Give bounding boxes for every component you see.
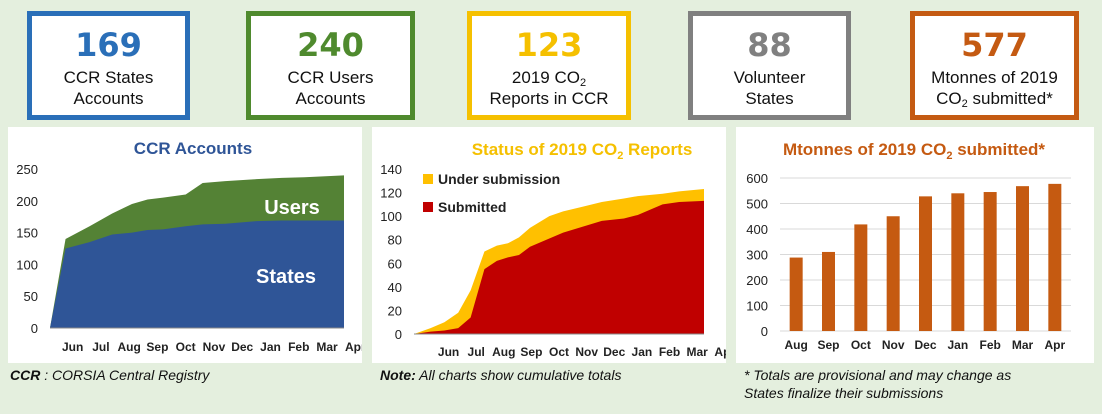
kpi-value: 123 xyxy=(515,26,583,64)
y-tick-label: 0 xyxy=(395,327,402,342)
kpi-label: Mtonnes of 2019 CO2 submitted* xyxy=(931,68,1058,110)
footnote-provisional: * Totals are provisional and may change … xyxy=(744,367,1012,401)
chart-title: Mtonnes of 2019 CO2 submitted* xyxy=(783,140,1045,162)
x-tick-label: Jan xyxy=(632,345,653,359)
kpi-card-co2-reports: 123 2019 CO2 Reports in CCR xyxy=(467,11,631,120)
x-tick-label: Mar xyxy=(1012,338,1034,352)
y-tick-label: 140 xyxy=(380,162,402,177)
footnote-note: Note: All charts show cumulative totals xyxy=(380,367,622,383)
kpi-label: CCR States Accounts xyxy=(63,68,154,108)
bar-apr xyxy=(1048,183,1062,331)
y-tick-label: 200 xyxy=(746,273,768,288)
series-label-states: States xyxy=(256,266,316,288)
kpi-label: CCR Users Accounts xyxy=(287,68,374,108)
y-tick-label: 150 xyxy=(16,226,38,241)
y-tick-label: 0 xyxy=(31,321,38,336)
kpi-card-users-accounts: 240 CCR Users Accounts xyxy=(246,11,415,120)
kpi-label: Volunteer States xyxy=(733,68,806,108)
x-tick-label: Jan xyxy=(947,338,968,352)
y-tick-label: 250 xyxy=(16,162,38,177)
x-tick-label: Apr xyxy=(345,340,362,354)
y-tick-label: 100 xyxy=(16,257,38,272)
bar-oct xyxy=(854,224,868,331)
x-tick-label: Jul xyxy=(92,340,109,354)
kpi-card-volunteer-states: 88 Volunteer States xyxy=(688,11,851,120)
chart-title: CCR Accounts xyxy=(134,139,252,158)
mtonnes-svg: Mtonnes of 2019 CO2 submitted* 0 100 200 30… xyxy=(746,140,1071,352)
legend-swatch-submitted xyxy=(423,202,433,212)
legend-swatch-under-submission xyxy=(423,174,433,184)
bar-nov xyxy=(886,216,900,331)
x-tick-label: Dec xyxy=(603,345,625,359)
x-tick-label: Jun xyxy=(438,345,459,359)
y-tick-label: 40 xyxy=(388,280,402,295)
kpi-value: 88 xyxy=(747,26,792,64)
x-tick-label: Apr xyxy=(714,345,726,359)
x-tick-label: Jun xyxy=(62,340,83,354)
bar-jan xyxy=(951,193,965,331)
x-tick-label: Oct xyxy=(549,345,569,359)
x-tick-label: Nov xyxy=(203,340,226,354)
co2-reports-status-chart: Status of 2019 CO2 Reports 0 20 40 60 80 100 1… xyxy=(372,127,726,363)
series-label-users: Users xyxy=(264,197,320,219)
y-tick-label: 500 xyxy=(746,197,768,212)
series-area-states xyxy=(50,220,344,328)
y-tick-label: 0 xyxy=(761,324,768,339)
kpi-label: 2019 CO2 Reports in CCR xyxy=(489,68,609,108)
y-tick-label: 100 xyxy=(746,299,768,314)
y-tick-label: 60 xyxy=(388,256,402,271)
bar-sep xyxy=(822,251,835,331)
bar-mar xyxy=(1016,186,1029,331)
bar-dec xyxy=(919,196,932,331)
y-tick-label: 300 xyxy=(746,248,768,263)
x-tick-label: Jul xyxy=(468,345,485,359)
x-tick-label: Mar xyxy=(686,345,708,359)
x-tick-label: Feb xyxy=(979,338,1000,352)
legend-label-submitted: Submitted xyxy=(438,199,506,215)
x-tick-label: Sep xyxy=(146,340,168,354)
y-tick-label: 600 xyxy=(746,171,768,186)
y-tick-label: 200 xyxy=(16,194,38,209)
x-tick-label: Jan xyxy=(260,340,281,354)
ccr-accounts-svg: CCR Accounts 0 50 100 150 200 250 Jun Jul Aug Sep… xyxy=(16,139,362,354)
y-tick-label: 20 xyxy=(388,303,402,318)
x-tick-label: Sep xyxy=(520,345,542,359)
x-tick-label: Aug xyxy=(117,340,140,354)
x-tick-label: Dec xyxy=(914,338,936,352)
x-tick-label: Oct xyxy=(176,340,196,354)
footnote-ccr: CCR : CORSIA Central Registry xyxy=(10,367,210,383)
mtonnes-chart: Mtonnes of 2019 CO2 submitted* 0 100 200 30… xyxy=(736,127,1094,363)
bar-aug xyxy=(789,257,803,331)
bar-feb xyxy=(983,192,997,331)
x-tick-label: Sep xyxy=(817,338,839,352)
series-area-submitted xyxy=(414,200,704,334)
y-tick-label: 80 xyxy=(388,233,402,248)
x-tick-label: Apr xyxy=(1044,338,1065,352)
x-tick-label: Nov xyxy=(882,338,905,352)
x-tick-label: Aug xyxy=(785,338,808,352)
x-tick-label: Aug xyxy=(492,345,515,359)
y-tick-label: 400 xyxy=(746,222,768,237)
kpi-value: 577 xyxy=(961,26,1028,64)
y-tick-label: 120 xyxy=(380,186,402,201)
x-tick-label: Feb xyxy=(659,345,680,359)
kpi-value: 169 xyxy=(75,26,142,64)
y-tick-label: 50 xyxy=(24,289,38,304)
kpi-card-states-accounts: 169 CCR States Accounts xyxy=(27,11,190,120)
ccr-accounts-chart: CCR Accounts 0 50 100 150 200 250 Jun Jul Aug Sep… xyxy=(8,127,362,363)
legend-label-under-submission: Under submission xyxy=(438,171,560,187)
co2-reports-svg: Status of 2019 CO2 Reports 0 20 40 60 80 100 1… xyxy=(380,140,726,359)
kpi-value: 240 xyxy=(297,26,364,64)
x-tick-label: Dec xyxy=(231,340,253,354)
x-tick-label: Feb xyxy=(288,340,309,354)
x-tick-label: Mar xyxy=(316,340,338,354)
chart-title: Status of 2019 CO2 Reports xyxy=(472,140,693,162)
x-tick-label: Oct xyxy=(851,338,871,352)
kpi-card-mtonnes: 577 Mtonnes of 2019 CO2 submitted* xyxy=(910,11,1079,120)
y-tick-label: 100 xyxy=(380,209,402,224)
x-tick-label: Nov xyxy=(575,345,598,359)
